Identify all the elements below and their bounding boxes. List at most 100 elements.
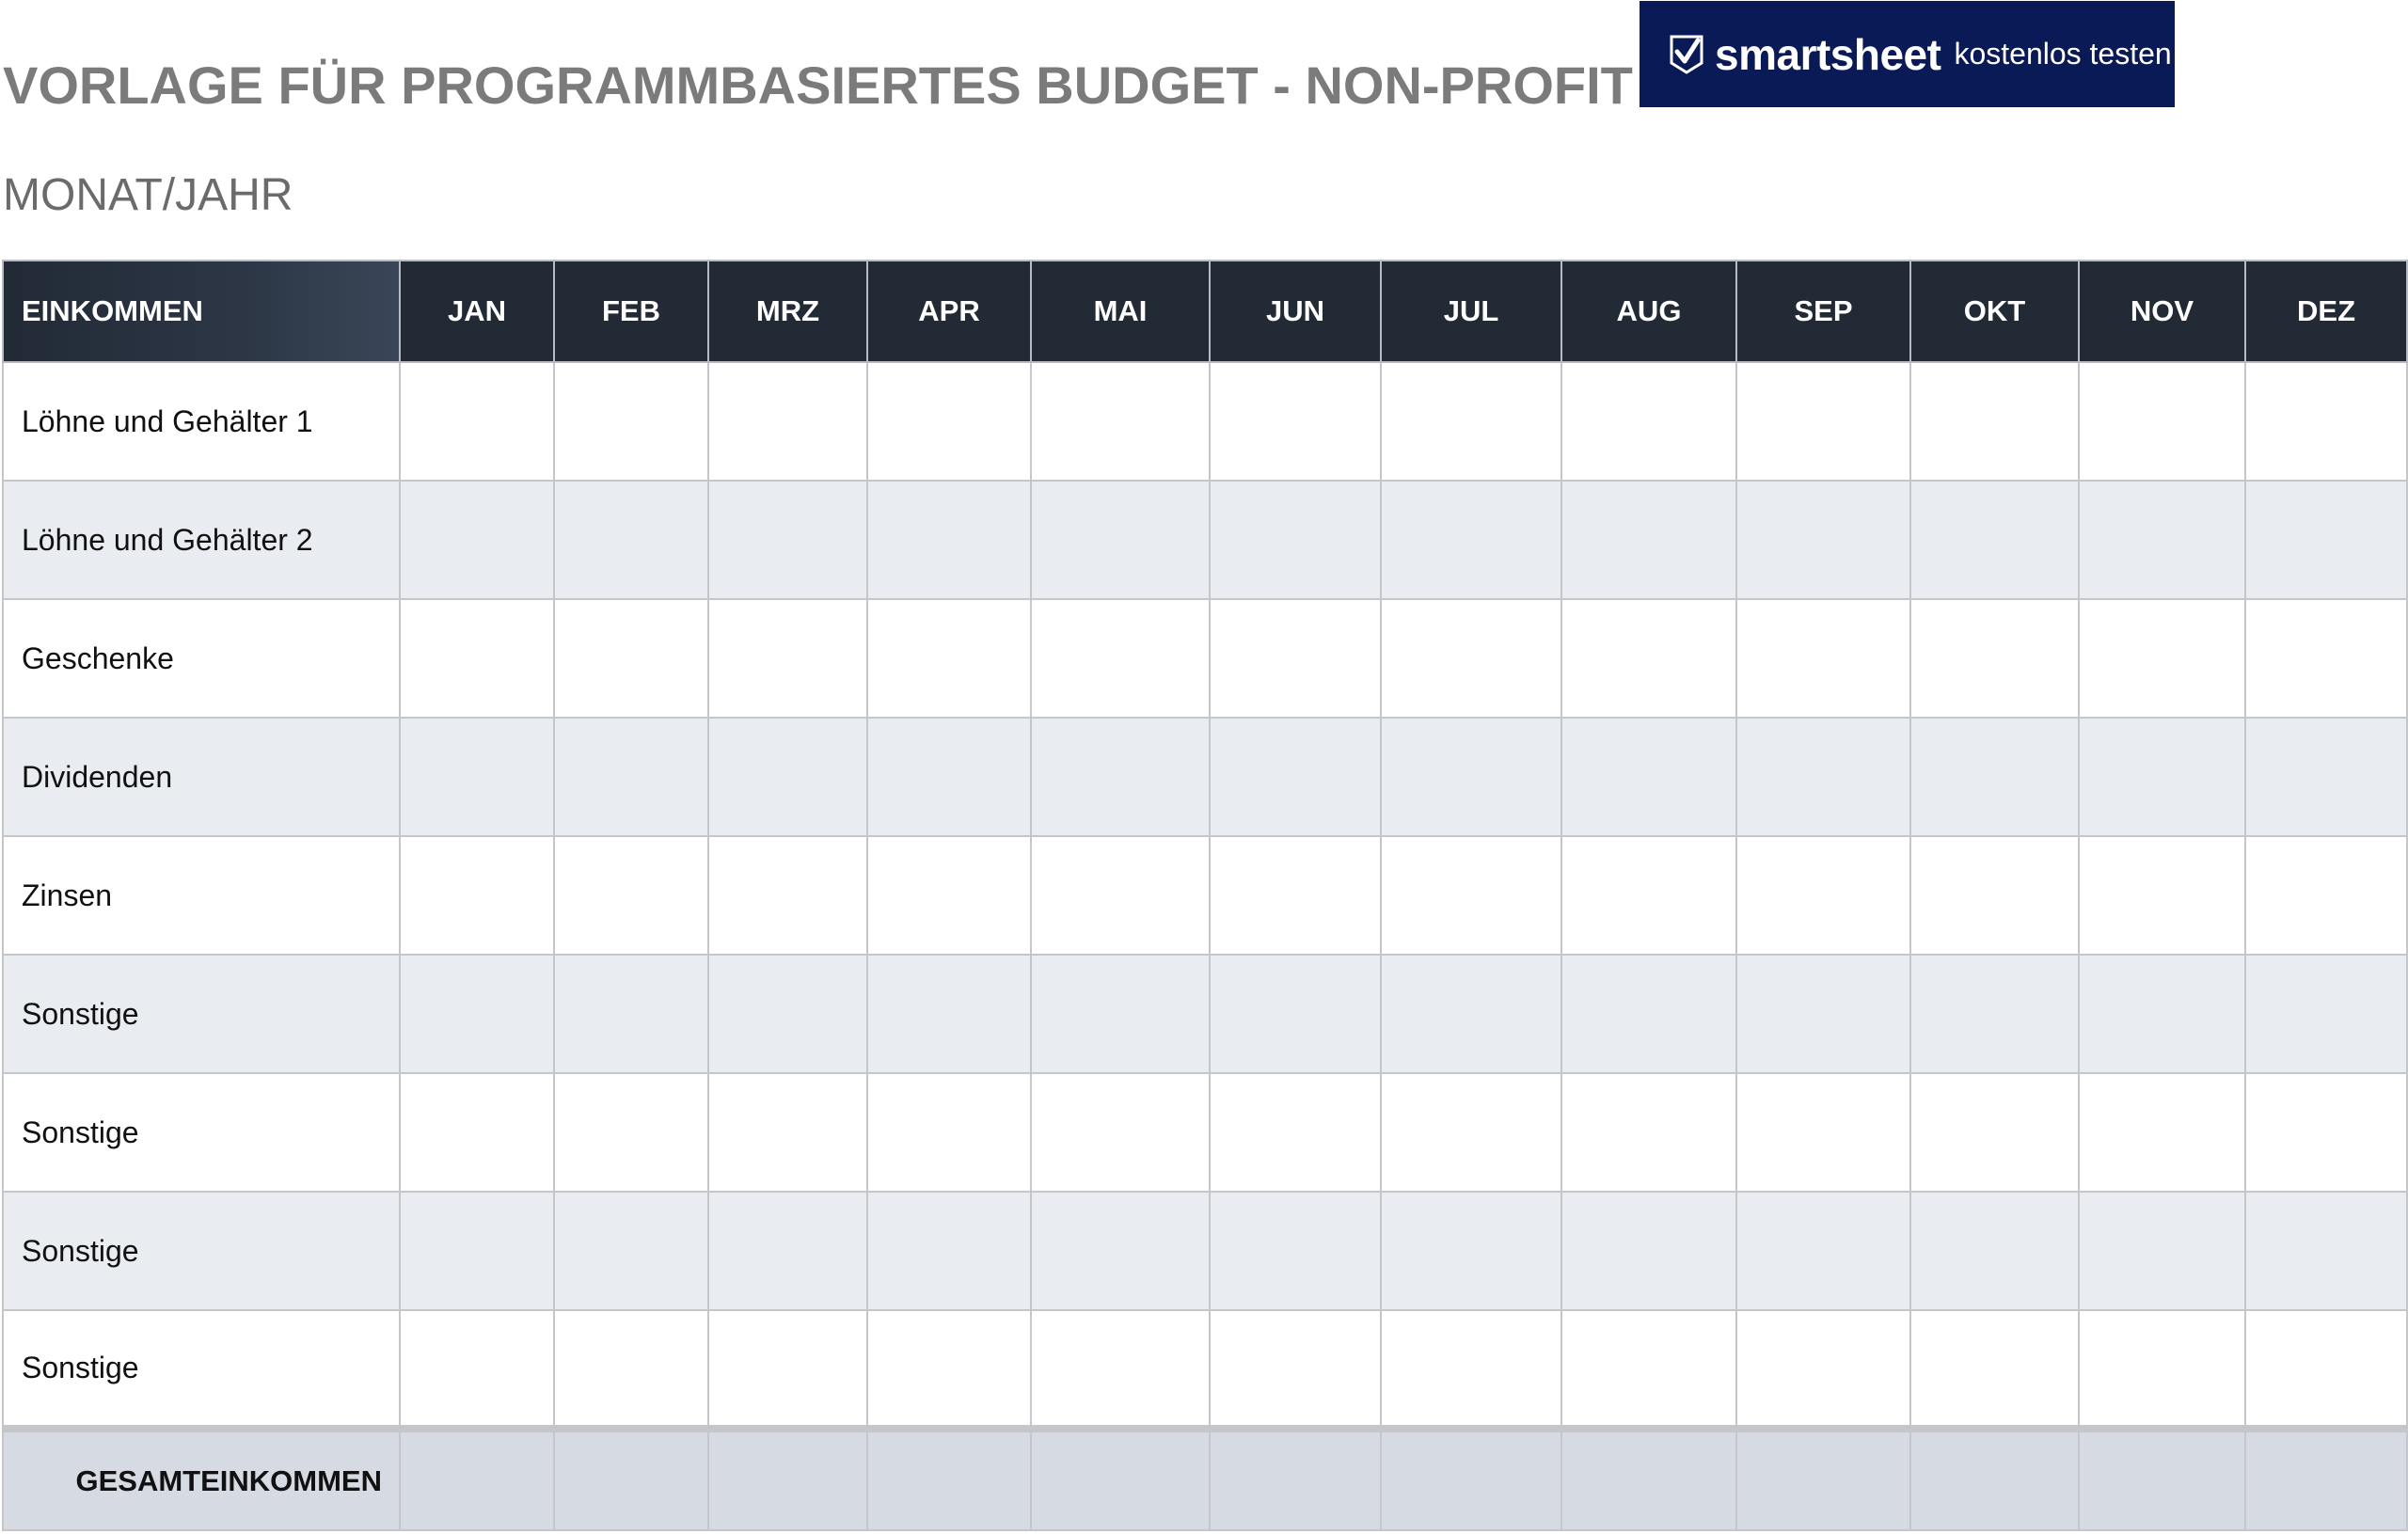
value-cell-sep[interactable] <box>1735 835 1911 956</box>
value-cell-mai[interactable] <box>1030 480 1211 600</box>
value-cell-sep[interactable] <box>1735 480 1911 600</box>
month-header-aug[interactable]: AUG <box>1560 260 1737 363</box>
value-cell-feb[interactable] <box>553 717 709 837</box>
value-cell-jul[interactable] <box>1380 954 1562 1074</box>
value-cell-okt[interactable] <box>1909 835 2080 956</box>
value-cell-feb[interactable] <box>553 835 709 956</box>
value-cell-mrz[interactable] <box>707 1309 868 1430</box>
value-cell-jun[interactable] <box>1209 361 1382 482</box>
value-cell-jul[interactable] <box>1380 1309 1562 1430</box>
month-header-apr[interactable]: APR <box>866 260 1032 363</box>
value-cell-mrz[interactable] <box>707 361 868 482</box>
value-cell-feb[interactable] <box>553 1072 709 1193</box>
row-label[interactable]: Löhne und Gehälter 2 <box>2 480 401 600</box>
value-cell-sep[interactable] <box>1735 954 1911 1074</box>
row-label[interactable]: Sonstige <box>2 954 401 1074</box>
value-cell-mai[interactable] <box>1030 1309 1211 1430</box>
value-cell-jun[interactable] <box>1209 1072 1382 1193</box>
value-cell-aug[interactable] <box>1560 717 1737 837</box>
total-cell-jan[interactable] <box>399 1425 555 1531</box>
value-cell-sep[interactable] <box>1735 361 1911 482</box>
value-cell-jan[interactable] <box>399 835 555 956</box>
value-cell-jul[interactable] <box>1380 1191 1562 1311</box>
total-cell-dez[interactable] <box>2244 1425 2408 1531</box>
value-cell-jan[interactable] <box>399 598 555 719</box>
row-label[interactable]: Sonstige <box>2 1072 401 1193</box>
value-cell-dez[interactable] <box>2244 480 2408 600</box>
value-cell-sep[interactable] <box>1735 1191 1911 1311</box>
value-cell-dez[interactable] <box>2244 361 2408 482</box>
value-cell-apr[interactable] <box>866 480 1032 600</box>
value-cell-mai[interactable] <box>1030 361 1211 482</box>
value-cell-aug[interactable] <box>1560 835 1737 956</box>
value-cell-mai[interactable] <box>1030 835 1211 956</box>
value-cell-okt[interactable] <box>1909 1191 2080 1311</box>
value-cell-jun[interactable] <box>1209 1309 1382 1430</box>
value-cell-jul[interactable] <box>1380 1072 1562 1193</box>
month-header-mai[interactable]: MAI <box>1030 260 1211 363</box>
value-cell-nov[interactable] <box>2078 361 2246 482</box>
total-cell-apr[interactable] <box>866 1425 1032 1531</box>
total-cell-jun[interactable] <box>1209 1425 1382 1531</box>
smartsheet-trial-banner[interactable]: smartsheet kostenlos testen <box>1640 1 2175 107</box>
value-cell-aug[interactable] <box>1560 954 1737 1074</box>
value-cell-dez[interactable] <box>2244 1072 2408 1193</box>
value-cell-dez[interactable] <box>2244 717 2408 837</box>
total-income-label[interactable]: GESAMTEINKOMMEN <box>2 1425 401 1531</box>
value-cell-jul[interactable] <box>1380 717 1562 837</box>
value-cell-mrz[interactable] <box>707 598 868 719</box>
value-cell-nov[interactable] <box>2078 1072 2246 1193</box>
value-cell-jun[interactable] <box>1209 835 1382 956</box>
value-cell-sep[interactable] <box>1735 717 1911 837</box>
value-cell-okt[interactable] <box>1909 361 2080 482</box>
month-header-nov[interactable]: NOV <box>2078 260 2246 363</box>
value-cell-mrz[interactable] <box>707 835 868 956</box>
value-cell-nov[interactable] <box>2078 954 2246 1074</box>
month-header-dez[interactable]: DEZ <box>2244 260 2408 363</box>
total-cell-feb[interactable] <box>553 1425 709 1531</box>
value-cell-jul[interactable] <box>1380 361 1562 482</box>
value-cell-sep[interactable] <box>1735 1309 1911 1430</box>
value-cell-nov[interactable] <box>2078 717 2246 837</box>
value-cell-aug[interactable] <box>1560 598 1737 719</box>
value-cell-apr[interactable] <box>866 598 1032 719</box>
value-cell-aug[interactable] <box>1560 480 1737 600</box>
value-cell-aug[interactable] <box>1560 1191 1737 1311</box>
total-cell-aug[interactable] <box>1560 1425 1737 1531</box>
month-header-sep[interactable]: SEP <box>1735 260 1911 363</box>
total-cell-nov[interactable] <box>2078 1425 2246 1531</box>
value-cell-feb[interactable] <box>553 1191 709 1311</box>
value-cell-mrz[interactable] <box>707 954 868 1074</box>
row-label[interactable]: Zinsen <box>2 835 401 956</box>
month-header-feb[interactable]: FEB <box>553 260 709 363</box>
total-cell-jul[interactable] <box>1380 1425 1562 1531</box>
row-label[interactable]: Sonstige <box>2 1309 401 1430</box>
value-cell-nov[interactable] <box>2078 598 2246 719</box>
value-cell-mrz[interactable] <box>707 1072 868 1193</box>
total-cell-mai[interactable] <box>1030 1425 1211 1531</box>
value-cell-mai[interactable] <box>1030 954 1211 1074</box>
row-label[interactable]: Geschenke <box>2 598 401 719</box>
value-cell-aug[interactable] <box>1560 361 1737 482</box>
value-cell-apr[interactable] <box>866 1191 1032 1311</box>
value-cell-dez[interactable] <box>2244 954 2408 1074</box>
total-cell-mrz[interactable] <box>707 1425 868 1531</box>
value-cell-aug[interactable] <box>1560 1072 1737 1193</box>
value-cell-mai[interactable] <box>1030 717 1211 837</box>
value-cell-dez[interactable] <box>2244 598 2408 719</box>
value-cell-okt[interactable] <box>1909 598 2080 719</box>
value-cell-feb[interactable] <box>553 598 709 719</box>
month-header-okt[interactable]: OKT <box>1909 260 2080 363</box>
value-cell-jul[interactable] <box>1380 480 1562 600</box>
value-cell-jul[interactable] <box>1380 598 1562 719</box>
value-cell-apr[interactable] <box>866 717 1032 837</box>
value-cell-jan[interactable] <box>399 480 555 600</box>
total-cell-okt[interactable] <box>1909 1425 2080 1531</box>
value-cell-okt[interactable] <box>1909 480 2080 600</box>
value-cell-feb[interactable] <box>553 1309 709 1430</box>
value-cell-jan[interactable] <box>399 1309 555 1430</box>
value-cell-jan[interactable] <box>399 1072 555 1193</box>
month-header-mrz[interactable]: MRZ <box>707 260 868 363</box>
value-cell-okt[interactable] <box>1909 954 2080 1074</box>
value-cell-mai[interactable] <box>1030 598 1211 719</box>
